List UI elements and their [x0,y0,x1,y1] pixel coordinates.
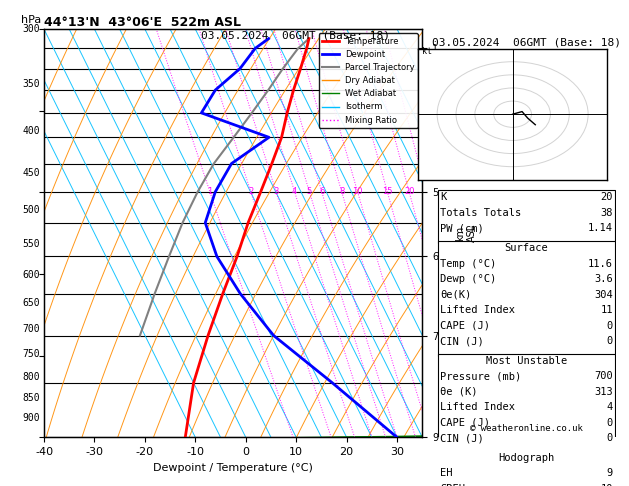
Text: 500: 500 [23,205,40,215]
Text: CAPE (J): CAPE (J) [440,321,490,330]
Text: CIN (J): CIN (J) [440,434,484,443]
Text: 650: 650 [23,298,40,308]
Text: K: K [440,192,446,203]
Text: Temp (°C): Temp (°C) [440,259,496,269]
Text: 304: 304 [594,290,613,299]
Text: 20: 20 [600,192,613,203]
Text: 300: 300 [23,24,40,34]
Text: 3: 3 [274,188,279,196]
Text: 400: 400 [23,126,40,136]
Text: SREH: SREH [440,484,465,486]
Text: Hodograph: Hodograph [498,453,555,463]
Text: hPa: hPa [21,15,42,25]
Text: 750: 750 [23,348,40,359]
Text: 03.05.2024  06GMT (Base: 18): 03.05.2024 06GMT (Base: 18) [201,31,390,41]
Text: © weatheronline.co.uk: © weatheronline.co.uk [470,424,583,434]
Text: Lifted Index: Lifted Index [440,305,515,315]
Text: CAPE (J): CAPE (J) [440,418,490,428]
Text: CIN (J): CIN (J) [440,336,484,346]
Text: kt: kt [422,47,432,56]
Text: 15: 15 [382,188,392,196]
Y-axis label: km
ASL: km ASL [455,224,477,243]
Text: Dewp (°C): Dewp (°C) [440,274,496,284]
Text: 11.6: 11.6 [588,259,613,269]
Text: 700: 700 [594,371,613,381]
Text: 450: 450 [23,168,40,178]
Text: 350: 350 [23,79,40,89]
Text: 5: 5 [307,188,312,196]
Text: Lifted Index: Lifted Index [440,402,515,412]
Text: Totals Totals: Totals Totals [440,208,521,218]
Text: 9: 9 [606,469,613,478]
X-axis label: Dewpoint / Temperature (°C): Dewpoint / Temperature (°C) [153,463,313,473]
Text: 0: 0 [606,336,613,346]
Text: 313: 313 [594,387,613,397]
Text: 0: 0 [606,434,613,443]
FancyBboxPatch shape [438,241,615,356]
Text: θe (K): θe (K) [440,387,477,397]
FancyBboxPatch shape [438,354,615,453]
Legend: Temperature, Dewpoint, Parcel Trajectory, Dry Adiabat, Wet Adiabat, Isotherm, Mi: Temperature, Dewpoint, Parcel Trajectory… [318,34,418,128]
Text: Pressure (mb): Pressure (mb) [440,371,521,381]
Text: 0: 0 [606,321,613,330]
Text: Surface: Surface [504,243,548,253]
Text: EH: EH [440,469,452,478]
Text: θe(K): θe(K) [440,290,471,299]
FancyBboxPatch shape [438,451,615,486]
Text: 1: 1 [208,188,213,196]
Text: 11: 11 [600,305,613,315]
Text: 4: 4 [606,402,613,412]
Text: 8: 8 [339,188,345,196]
Text: 850: 850 [23,393,40,403]
Text: 900: 900 [23,413,40,423]
Text: 38: 38 [600,208,613,218]
Text: 1.14: 1.14 [588,224,613,233]
Text: PW (cm): PW (cm) [440,224,484,233]
Text: 800: 800 [23,371,40,382]
Text: Most Unstable: Most Unstable [486,356,567,366]
Text: 700: 700 [23,324,40,334]
Text: 3.6: 3.6 [594,274,613,284]
Text: 20: 20 [404,188,415,196]
Text: 10: 10 [600,484,613,486]
Text: 0: 0 [606,418,613,428]
Text: 600: 600 [23,270,40,279]
Text: 4: 4 [292,188,298,196]
Text: 44°13'N  43°06'E  522m ASL: 44°13'N 43°06'E 522m ASL [44,16,241,29]
Text: 03.05.2024  06GMT (Base: 18): 03.05.2024 06GMT (Base: 18) [432,37,621,47]
Text: 10: 10 [352,188,363,196]
Text: 550: 550 [23,239,40,249]
FancyBboxPatch shape [438,191,615,243]
Text: 2: 2 [248,188,253,196]
Text: 6: 6 [319,188,325,196]
